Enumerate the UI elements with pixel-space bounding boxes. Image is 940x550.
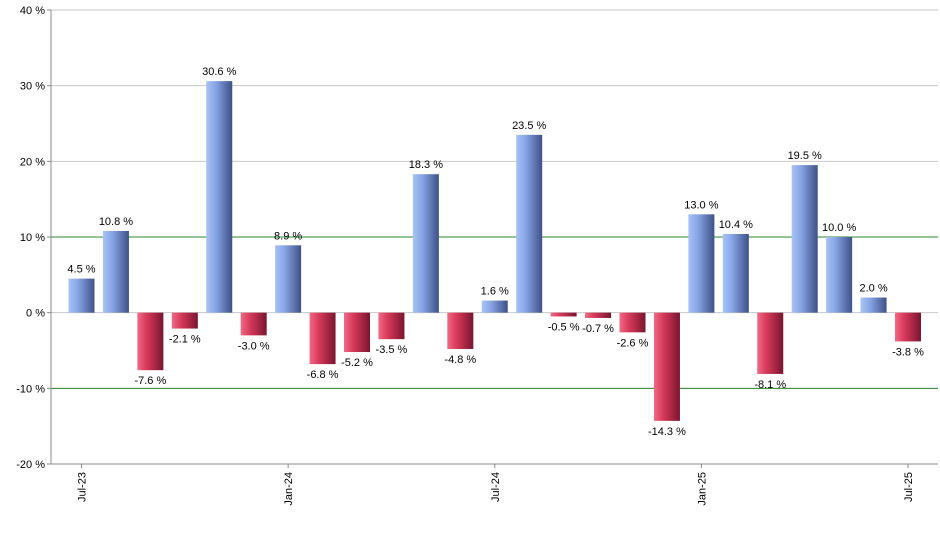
bar-aug-24 (516, 134, 543, 313)
bar-oct-23 (171, 312, 198, 329)
data-label: 18.3 % (409, 159, 443, 171)
data-label: 19.5 % (788, 150, 822, 162)
bar-dec-23 (240, 312, 267, 336)
y-tick-label: -20 % (16, 459, 45, 471)
bar-may-24 (412, 174, 439, 313)
data-label: -2.6 % (617, 337, 649, 349)
data-label: -3.5 % (376, 344, 408, 356)
x-tick-label: Jul-24 (490, 472, 502, 502)
data-label: -5.2 % (341, 357, 373, 369)
bar-jan-24 (275, 245, 302, 313)
x-tick-label: Jan-24 (283, 472, 295, 506)
bar-dec-24 (653, 312, 680, 421)
bar-aug-23 (102, 230, 129, 313)
data-label: 8.9 % (274, 230, 302, 242)
x-tick-label: Jul-23 (77, 472, 89, 502)
data-label: -3.0 % (238, 340, 270, 352)
data-label: 23.5 % (512, 120, 546, 132)
data-label: 4.5 % (67, 264, 95, 276)
data-label: 10.8 % (99, 216, 133, 228)
bar-apr-25 (791, 165, 818, 313)
data-label: -2.1 % (169, 334, 201, 346)
data-label: -14.3 % (648, 426, 686, 438)
bar-jan-25 (688, 214, 715, 313)
x-tick-label: Jul-25 (903, 472, 915, 502)
y-tick-label: -10 % (16, 383, 45, 395)
data-label: 10.4 % (719, 219, 753, 231)
bar-apr-24 (378, 312, 405, 340)
y-tick-label: 0 % (26, 308, 45, 320)
bar-jul-23 (68, 278, 95, 313)
data-label: -8.1 % (754, 379, 786, 391)
bar-oct-24 (585, 312, 612, 318)
data-label: -0.5 % (548, 321, 580, 333)
y-tick-label: 40 % (20, 5, 45, 17)
y-tick-label: 10 % (20, 232, 45, 244)
bar-jun-25 (860, 297, 887, 313)
bar-feb-25 (722, 233, 749, 313)
data-label: -6.8 % (307, 369, 339, 381)
bar-mar-24 (344, 312, 370, 353)
bar-sep-24 (550, 312, 577, 317)
bar-nov-23 (206, 81, 233, 313)
bar-may-25 (826, 237, 853, 313)
x-tick-label: Jan-25 (696, 472, 708, 506)
bar-jun-24 (447, 312, 474, 349)
data-label: 10.0 % (822, 222, 856, 234)
y-tick-label: 30 % (20, 81, 45, 93)
data-label: 1.6 % (481, 286, 509, 298)
data-label: -7.6 % (134, 375, 166, 387)
bar-nov-24 (619, 312, 646, 333)
bar-jul-24 (481, 300, 508, 313)
y-tick-label: 20 % (20, 156, 45, 168)
data-label: 2.0 % (859, 283, 887, 295)
bar-feb-24 (309, 312, 336, 365)
data-label: 30.6 % (202, 66, 236, 78)
bar-sep-23 (137, 312, 164, 371)
bar-jul-25 (895, 312, 921, 342)
data-label: -4.8 % (444, 354, 476, 366)
bar-mar-25 (757, 312, 784, 374)
data-label: 13.0 % (684, 199, 718, 211)
data-label: -0.7 % (582, 323, 614, 335)
data-label: -3.8 % (892, 346, 924, 358)
